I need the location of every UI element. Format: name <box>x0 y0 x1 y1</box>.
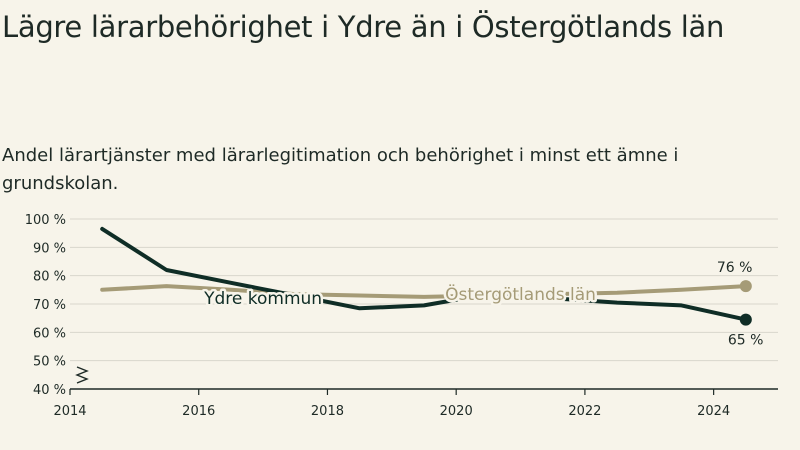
x-tick-label: 2024 <box>697 404 730 419</box>
axis-break-icon <box>75 366 89 384</box>
x-tick-label: 2020 <box>440 404 473 419</box>
y-tick-label: 90 % <box>33 241 66 256</box>
end-value-label-ydre: 65 % <box>728 333 764 349</box>
x-tick-label: 2022 <box>568 404 601 419</box>
x-tick-label: 2018 <box>311 404 344 419</box>
y-tick-label: 60 % <box>33 326 66 341</box>
y-tick-label: 70 % <box>33 298 66 313</box>
chart-subtitle: Andel lärartjänster med lärarlegitimatio… <box>2 145 679 194</box>
line-labels: Ydre kommun Östergötlands län 76 % 65 % <box>201 260 764 349</box>
y-tick-label: 40 % <box>33 383 66 398</box>
axes: 40 % 50 % 60 % 70 % 80 % 90 % 100 % 2014 2016 201… <box>25 213 778 419</box>
series-label-lan: Östergötlands län <box>445 283 596 305</box>
end-point-ydre <box>739 313 752 326</box>
x-tick-label: 2014 <box>53 404 86 419</box>
y-tick-label: 80 % <box>33 270 66 285</box>
series-line-lan <box>100 284 748 299</box>
series-lines <box>100 226 752 326</box>
series-line-ydre <box>100 226 748 322</box>
end-point-lan <box>739 280 752 293</box>
chart-title: Lägre lärarbehörighet i Ydre än i Österg… <box>2 10 725 44</box>
y-tick-label: 50 % <box>33 355 66 370</box>
y-tick-label: 100 % <box>25 213 66 228</box>
end-value-label-lan: 76 % <box>717 260 753 276</box>
x-tick-label: 2016 <box>182 404 215 419</box>
series-label-ydre: Ydre kommun <box>203 289 322 309</box>
